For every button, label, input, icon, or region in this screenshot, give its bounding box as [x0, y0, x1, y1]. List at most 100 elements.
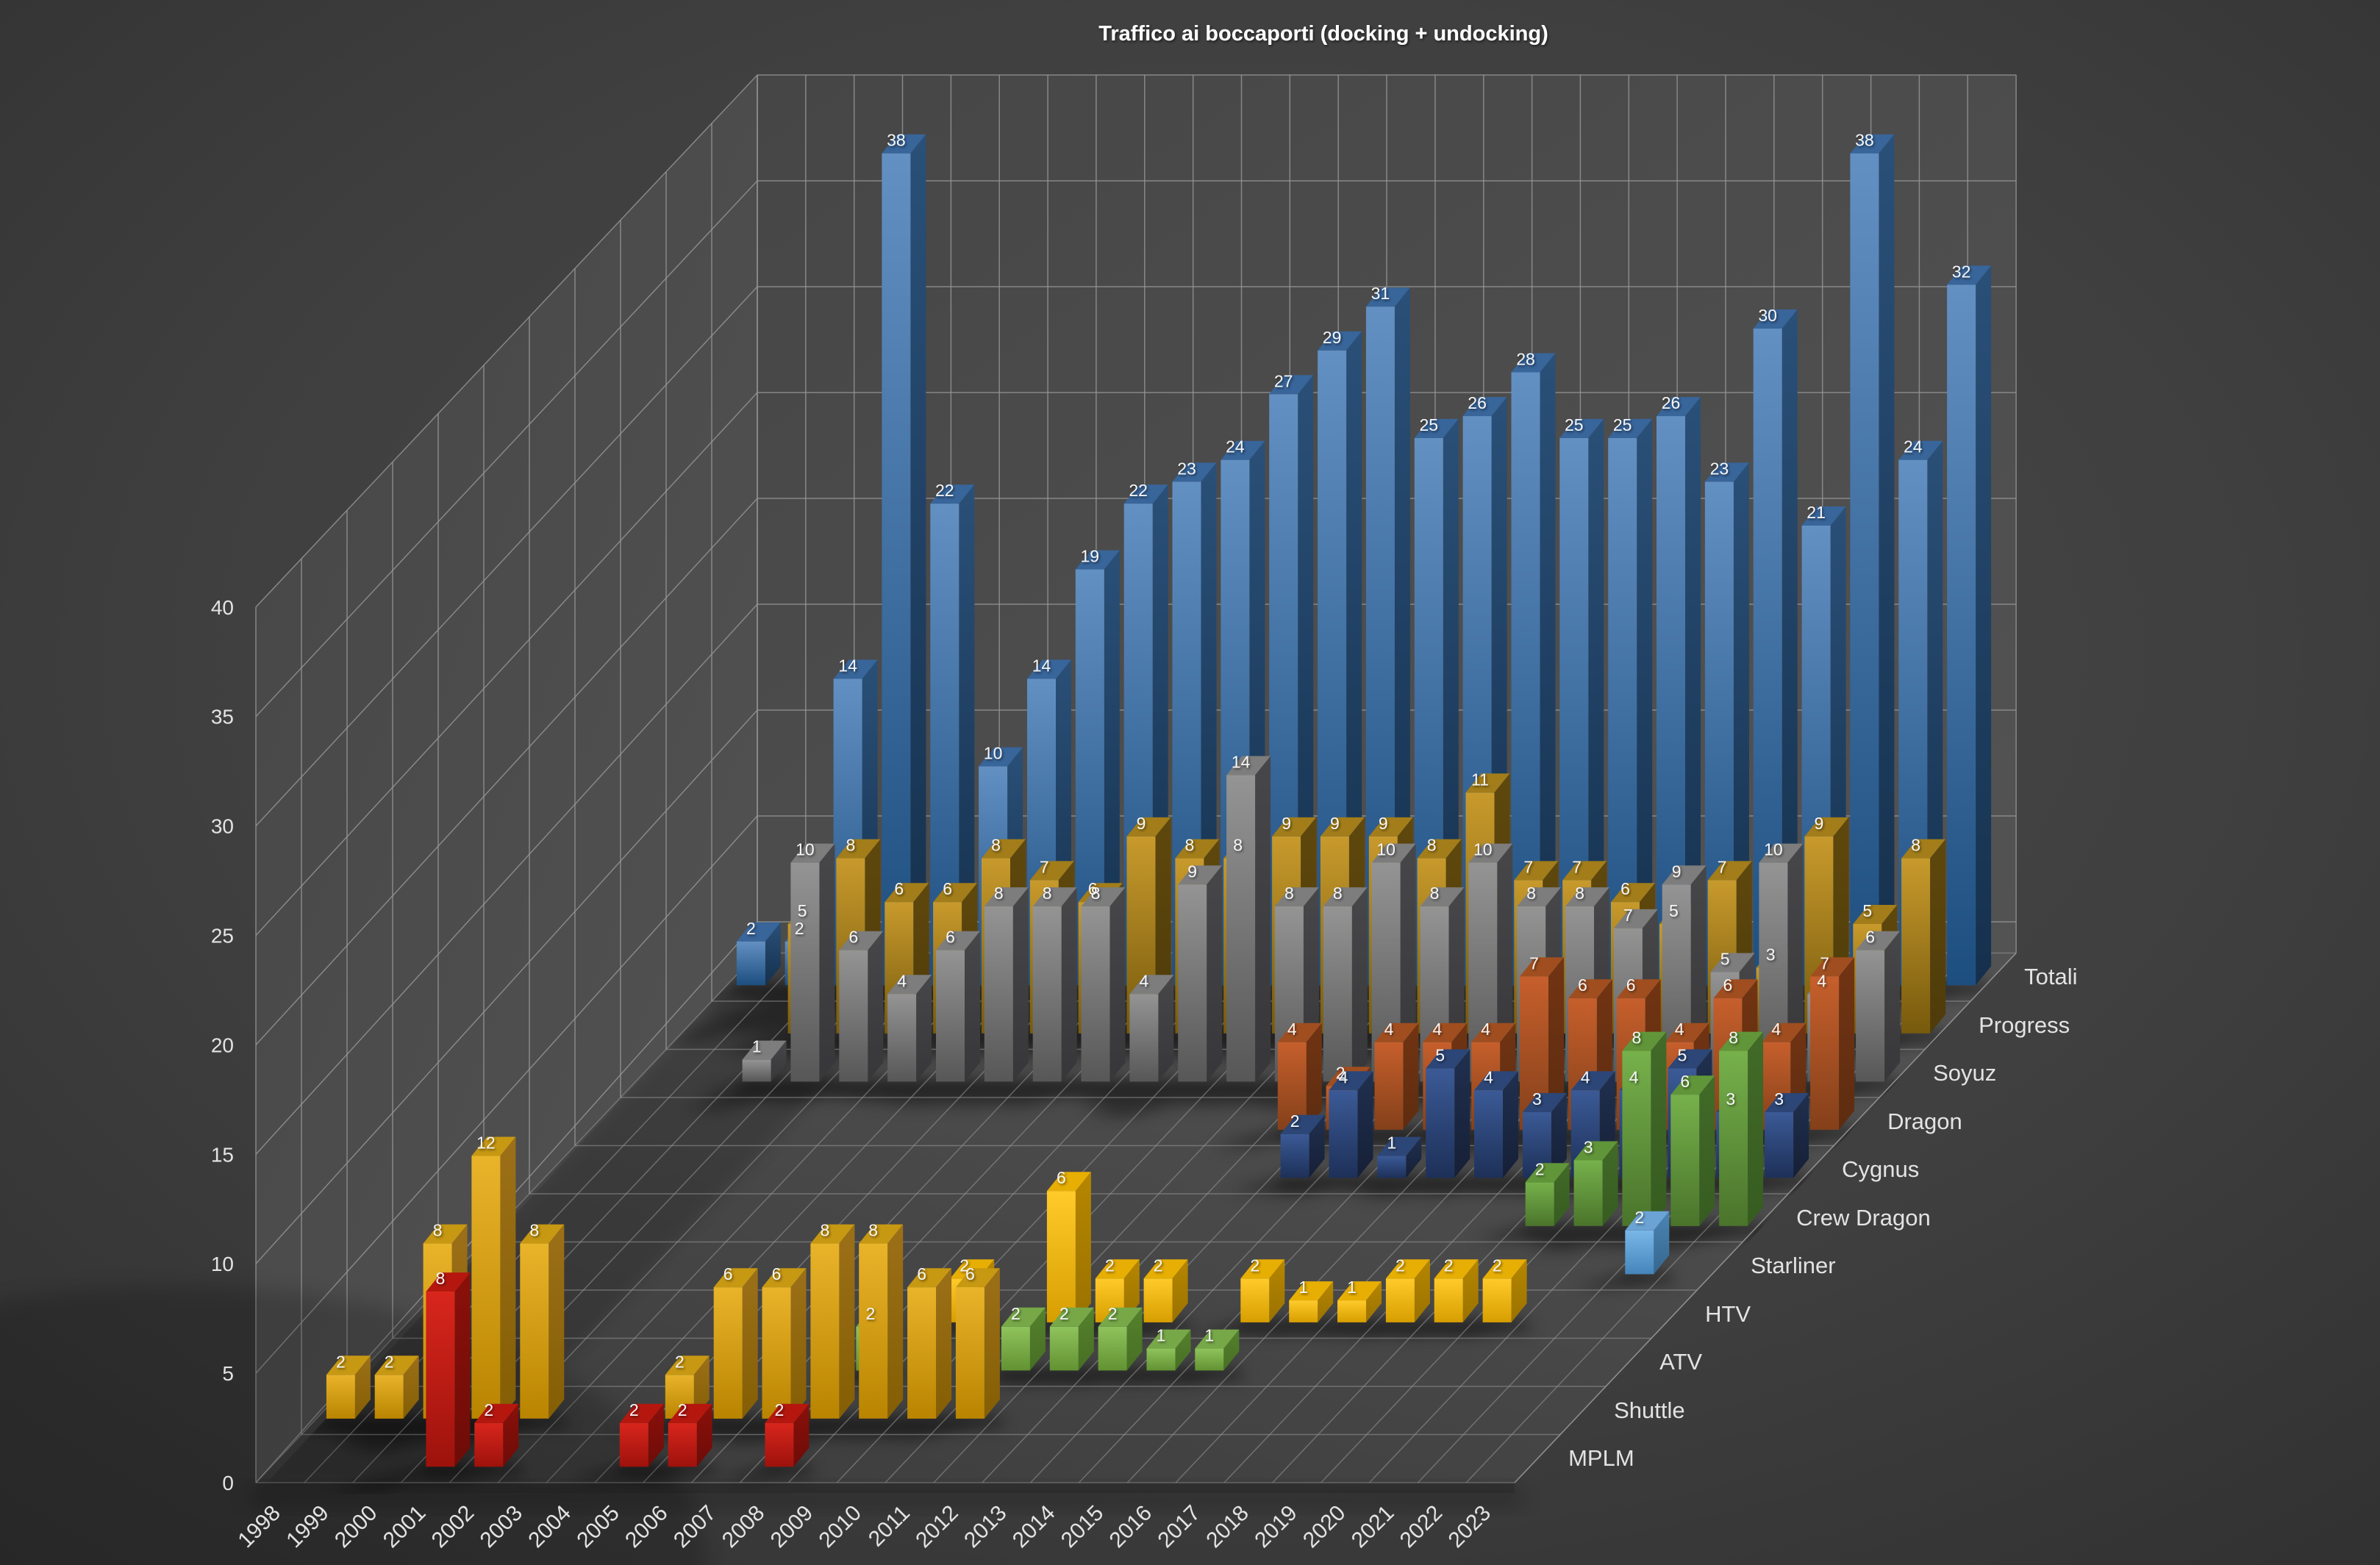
svg-text:3: 3: [1766, 945, 1776, 964]
svg-text:4: 4: [1817, 971, 1826, 990]
svg-text:9: 9: [1137, 814, 1146, 833]
svg-text:5: 5: [1678, 1046, 1687, 1065]
svg-text:22: 22: [935, 481, 954, 500]
svg-text:7: 7: [1572, 857, 1582, 876]
svg-text:2: 2: [1250, 1256, 1259, 1275]
svg-text:2: 2: [959, 1256, 969, 1275]
svg-text:7: 7: [1040, 857, 1049, 876]
svg-text:7: 7: [1523, 857, 1533, 876]
svg-text:22: 22: [1129, 481, 1148, 500]
svg-text:10: 10: [211, 1253, 234, 1275]
svg-text:2: 2: [1634, 1208, 1644, 1227]
svg-text:15: 15: [211, 1143, 234, 1166]
svg-text:6: 6: [894, 879, 904, 898]
svg-text:8: 8: [1430, 884, 1440, 903]
svg-text:0: 0: [222, 1472, 234, 1494]
svg-text:6: 6: [1620, 879, 1630, 898]
svg-text:8: 8: [821, 1221, 830, 1240]
svg-text:2: 2: [678, 1400, 687, 1419]
svg-text:9: 9: [1815, 814, 1824, 833]
svg-text:14: 14: [1232, 753, 1251, 772]
svg-text:9: 9: [1187, 862, 1197, 881]
svg-text:2: 2: [866, 1304, 876, 1323]
svg-text:8: 8: [433, 1221, 443, 1240]
svg-text:1: 1: [1157, 1326, 1166, 1345]
svg-text:8: 8: [868, 1221, 878, 1240]
svg-text:4: 4: [1629, 1067, 1639, 1086]
svg-text:Cygnus: Cygnus: [1842, 1156, 1919, 1182]
svg-text:31: 31: [1371, 284, 1390, 303]
svg-text:4: 4: [1481, 1020, 1490, 1039]
svg-text:8: 8: [991, 836, 1001, 855]
svg-text:2: 2: [1105, 1256, 1115, 1275]
svg-text:9: 9: [1379, 814, 1388, 833]
svg-text:2: 2: [1290, 1111, 1300, 1131]
svg-text:6: 6: [723, 1264, 733, 1283]
svg-text:3: 3: [1726, 1089, 1735, 1109]
svg-text:25: 25: [211, 925, 234, 948]
svg-text:2: 2: [795, 919, 804, 938]
svg-text:Soyuz: Soyuz: [1933, 1060, 1996, 1086]
svg-text:8: 8: [1729, 1028, 1738, 1047]
svg-text:3: 3: [1774, 1089, 1784, 1109]
svg-text:2: 2: [1011, 1304, 1021, 1323]
svg-text:Progress: Progress: [1979, 1012, 2070, 1038]
svg-text:5: 5: [1720, 950, 1730, 969]
svg-text:4: 4: [1384, 1020, 1394, 1039]
svg-text:25: 25: [1565, 415, 1584, 434]
svg-text:32: 32: [1952, 262, 1971, 281]
svg-text:10: 10: [1473, 840, 1493, 859]
svg-text:8: 8: [1427, 836, 1437, 855]
svg-text:2: 2: [1535, 1159, 1545, 1178]
svg-text:ATV: ATV: [1659, 1349, 1702, 1375]
svg-text:4: 4: [1771, 1020, 1781, 1039]
svg-text:14: 14: [838, 656, 857, 676]
svg-text:8: 8: [529, 1221, 539, 1240]
svg-text:27: 27: [1274, 371, 1293, 390]
svg-text:2: 2: [775, 1400, 785, 1419]
svg-text:3: 3: [1584, 1138, 1593, 1157]
svg-text:3: 3: [1532, 1089, 1542, 1109]
svg-text:19: 19: [1081, 547, 1100, 566]
svg-text:4: 4: [897, 971, 907, 990]
svg-text:Crew Dragon: Crew Dragon: [1796, 1205, 1931, 1231]
svg-text:25: 25: [1613, 415, 1632, 434]
svg-text:4: 4: [1484, 1067, 1493, 1086]
svg-text:8: 8: [994, 884, 1004, 903]
svg-text:8: 8: [1043, 884, 1052, 903]
svg-text:2: 2: [675, 1352, 685, 1371]
svg-text:6: 6: [946, 928, 955, 947]
svg-text:7: 7: [1529, 953, 1539, 973]
svg-text:6: 6: [1865, 928, 1875, 947]
svg-text:10: 10: [796, 840, 815, 859]
svg-text:26: 26: [1468, 393, 1487, 412]
svg-text:5: 5: [1862, 901, 1872, 920]
svg-text:2: 2: [484, 1400, 493, 1419]
svg-text:9: 9: [1672, 862, 1682, 881]
svg-text:8: 8: [1911, 836, 1920, 855]
svg-text:5: 5: [222, 1362, 234, 1385]
svg-text:2: 2: [336, 1352, 346, 1371]
svg-text:6: 6: [772, 1264, 782, 1283]
svg-text:Totali: Totali: [2024, 964, 2077, 989]
svg-text:8: 8: [1575, 884, 1584, 903]
svg-text:9: 9: [1330, 814, 1340, 833]
svg-text:8: 8: [846, 836, 856, 855]
svg-text:10: 10: [1764, 840, 1783, 859]
svg-text:8: 8: [1233, 836, 1243, 855]
svg-text:38: 38: [887, 131, 906, 150]
svg-text:2: 2: [1444, 1256, 1454, 1275]
svg-text:4: 4: [1432, 1020, 1442, 1039]
svg-text:10: 10: [1376, 840, 1396, 859]
svg-text:21: 21: [1807, 503, 1826, 522]
svg-text:7: 7: [1820, 953, 1829, 973]
svg-text:30: 30: [1758, 306, 1777, 325]
svg-text:5: 5: [798, 901, 807, 920]
svg-text:25: 25: [1420, 415, 1439, 434]
svg-text:10: 10: [984, 744, 1003, 763]
svg-text:6: 6: [1578, 975, 1587, 995]
svg-text:6: 6: [1723, 975, 1733, 995]
svg-text:8: 8: [1284, 884, 1294, 903]
svg-text:23: 23: [1710, 459, 1729, 478]
svg-text:6: 6: [917, 1264, 926, 1283]
